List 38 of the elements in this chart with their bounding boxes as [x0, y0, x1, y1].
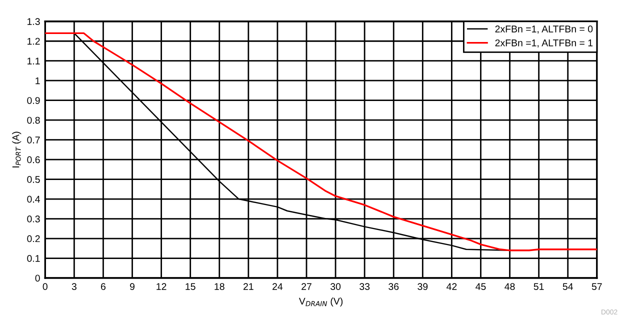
x-tick-label: 57	[592, 283, 602, 290]
x-tick-label: 21	[244, 283, 254, 290]
y-tick-label: 0.2	[27, 235, 40, 242]
x-tick-label: 6	[101, 283, 106, 290]
y-tick-label: 0.9	[27, 97, 40, 104]
x-tick-label: 0	[42, 283, 48, 290]
legend-label: 2xFBn =1, ALTFBn = 1	[495, 39, 593, 48]
x-tick-label: 36	[388, 283, 399, 290]
y-axis-title: I$_{PORT}$ (A)	[12, 132, 22, 168]
y-tick-label: 0.1	[27, 255, 40, 262]
y-tick-label: 1.1	[28, 58, 40, 64]
x-tick-label: 3	[72, 283, 76, 290]
x-tick-label: 48	[504, 283, 515, 290]
x-tick-label: 42	[446, 283, 457, 290]
x-tick-label: 45	[476, 283, 486, 290]
y-tick-label: 0.5	[27, 176, 40, 183]
x-tick-label: 33	[360, 283, 370, 290]
x-tick-label: 9	[130, 283, 135, 290]
y-tick-label: 0.4	[27, 196, 40, 203]
legend-label: 2xFBn =1, ALTFBn = 0	[495, 26, 593, 34]
y-tick-label: 0.7	[27, 136, 40, 144]
y-tick-label: 1.3	[28, 18, 40, 26]
y-tick-label: 0.6	[27, 156, 40, 164]
x-tick-label: 12	[156, 283, 166, 290]
x-tick-label: 27	[302, 283, 312, 290]
y-tick-label: 1	[36, 77, 40, 84]
x-tick-label: 51	[534, 283, 544, 290]
x-axis-title: V$_{DRAIN}$ (V)	[298, 297, 343, 307]
x-tick-label: 54	[562, 283, 573, 290]
x-tick-label: 15	[186, 283, 196, 290]
x-tick-label: 18	[214, 283, 224, 290]
y-tick-label: 1.2	[28, 38, 40, 45]
x-tick-label: 24	[272, 283, 283, 290]
x-tick-label: 30	[330, 283, 341, 290]
y-tick-label: 0.8	[27, 116, 40, 124]
x-tick-label: 39	[418, 283, 428, 290]
y-tick-label: 0.3	[27, 216, 40, 222]
y-tick-label: 0	[35, 274, 40, 282]
